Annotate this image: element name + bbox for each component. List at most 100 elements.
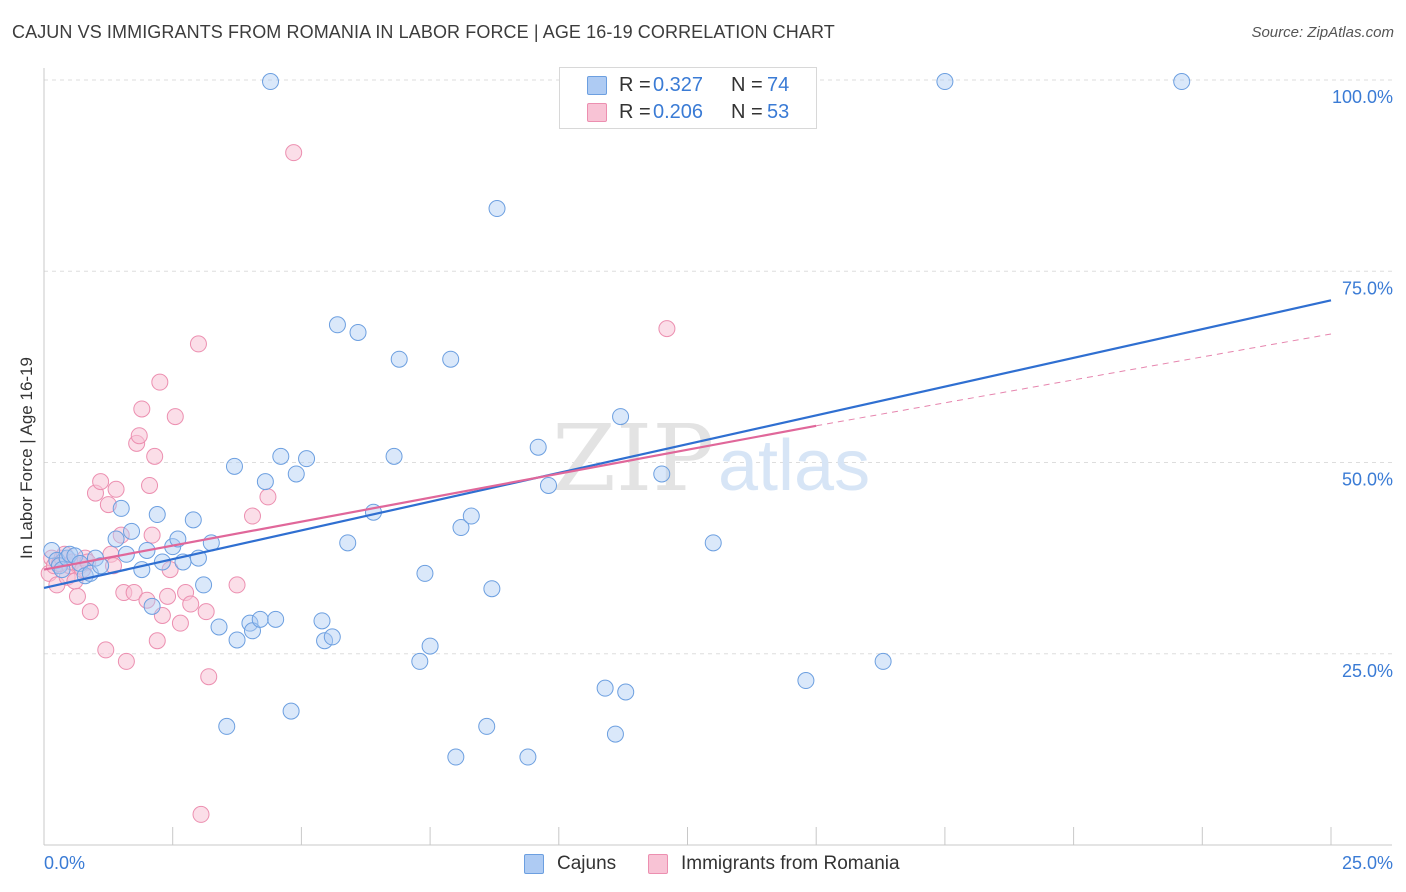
data-point-romania — [171, 614, 189, 632]
data-point-romania — [200, 668, 218, 686]
data-point-cajuns — [112, 499, 130, 517]
x-tick-label: 25.0% — [1342, 853, 1393, 873]
data-point-cajuns — [478, 717, 496, 735]
data-point-romania — [97, 641, 115, 659]
romania-swatch — [587, 103, 607, 122]
data-point-cajuns — [797, 672, 815, 690]
data-point-cajuns — [287, 465, 305, 483]
data-point-romania — [166, 408, 184, 426]
data-point-cajuns — [617, 683, 635, 701]
legend-r-label: R = — [619, 101, 651, 123]
x-tick-label: 0.0% — [44, 853, 85, 873]
data-point-cajuns — [442, 350, 460, 368]
data-point-romania — [228, 576, 246, 594]
trend-line-cajuns — [43, 299, 1332, 590]
data-point-cajuns — [107, 530, 125, 548]
legend-row-romania: R = 0.206 N = 53 — [560, 100, 816, 127]
series-cajuns-points — [43, 73, 1191, 766]
data-point-romania — [107, 480, 125, 498]
data-point-romania — [143, 526, 161, 544]
data-point-cajuns — [272, 447, 290, 465]
romania-swatch — [648, 854, 668, 874]
data-point-cajuns — [313, 612, 331, 630]
y-tick-label: 50.0% — [1342, 470, 1393, 490]
data-point-cajuns — [596, 679, 614, 697]
data-point-cajuns — [225, 457, 243, 475]
data-point-cajuns — [447, 748, 465, 766]
data-point-romania — [81, 603, 99, 621]
data-point-cajuns — [529, 438, 547, 456]
watermark-atlas: atlas — [718, 426, 870, 506]
data-point-romania — [146, 447, 164, 465]
data-point-romania — [141, 476, 159, 494]
legend-label-romania: Immigrants from Romania — [681, 853, 900, 874]
data-point-cajuns — [262, 73, 280, 91]
source-label: Source: ZipAtlas.com — [1251, 24, 1394, 41]
data-point-romania — [189, 335, 207, 353]
data-point-cajuns — [218, 717, 236, 735]
trend-line-romania — [43, 424, 817, 571]
data-point-cajuns — [328, 316, 346, 334]
data-point-cajuns — [936, 73, 954, 91]
data-point-cajuns — [462, 507, 480, 525]
legend-n-label: N = — [731, 101, 763, 123]
legend-stats: R = 0.327 N = 74 R = 0.206 N = 53 — [559, 67, 817, 129]
data-point-cajuns — [148, 506, 166, 524]
legend-n-label: N = — [731, 74, 763, 96]
chart-title: CAJUN VS IMMIGRANTS FROM ROMANIA IN LABO… — [12, 22, 835, 42]
cajuns-swatch — [587, 76, 607, 95]
data-point-romania — [133, 400, 151, 418]
data-point-romania — [197, 603, 215, 621]
data-point-cajuns — [540, 476, 558, 494]
legend-series: Cajuns Immigrants from Romania — [0, 850, 1406, 880]
data-point-cajuns — [653, 465, 671, 483]
data-point-romania — [148, 632, 166, 650]
data-point-romania — [125, 584, 143, 602]
y-tick-label: 25.0% — [1342, 661, 1393, 681]
data-point-cajuns — [1173, 73, 1191, 91]
data-point-romania — [117, 652, 135, 670]
data-point-cajuns — [483, 580, 501, 598]
watermark: ZIP atlas — [552, 405, 870, 512]
data-point-cajuns — [606, 725, 624, 743]
legend-r-value: 0.327 — [653, 74, 704, 96]
data-point-romania — [285, 144, 303, 162]
data-point-cajuns — [228, 631, 246, 649]
data-point-cajuns — [256, 473, 274, 491]
data-point-cajuns — [184, 511, 202, 529]
data-point-romania — [182, 595, 200, 613]
data-point-cajuns — [43, 541, 61, 559]
data-point-romania — [99, 496, 117, 514]
data-point-cajuns — [519, 748, 537, 766]
data-point-cajuns — [390, 350, 408, 368]
data-point-romania — [243, 507, 261, 525]
data-point-cajuns — [349, 323, 367, 341]
data-point-romania — [259, 488, 277, 506]
data-point-cajuns — [874, 652, 892, 670]
data-point-cajuns — [323, 628, 341, 646]
data-point-cajuns — [339, 534, 357, 552]
data-point-cajuns — [421, 637, 439, 655]
data-point-cajuns — [195, 576, 213, 594]
legend-n-value: 53 — [767, 101, 790, 123]
data-point-cajuns — [416, 564, 434, 582]
legend-r-value: 0.206 — [653, 101, 704, 123]
cajuns-swatch — [524, 854, 544, 874]
data-point-romania — [658, 320, 676, 338]
data-point-romania — [159, 587, 177, 605]
data-point-romania — [151, 373, 169, 391]
data-point-romania — [130, 427, 148, 445]
trend-line-romania-extension — [816, 333, 1332, 427]
data-point-cajuns — [411, 652, 429, 670]
legend-label-cajuns: Cajuns — [557, 853, 617, 874]
data-point-cajuns — [704, 534, 722, 552]
watermark-zip: ZIP — [552, 405, 714, 512]
data-point-cajuns — [251, 610, 269, 628]
data-point-cajuns — [316, 632, 334, 650]
data-point-cajuns — [267, 610, 285, 628]
trend-lines — [43, 299, 1332, 590]
data-point-romania — [192, 805, 210, 823]
axes — [43, 68, 1392, 846]
legend-r-label: R = — [619, 74, 651, 96]
